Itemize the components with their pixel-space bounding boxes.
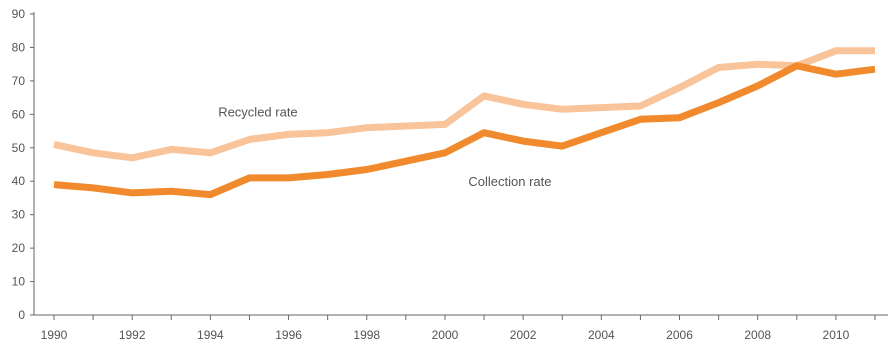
x-tick-label: 2002 bbox=[510, 328, 537, 342]
x-tick-label: 2008 bbox=[744, 328, 771, 342]
x-tick-label: 2010 bbox=[823, 328, 850, 342]
x-tick-label: 2000 bbox=[432, 328, 459, 342]
x-tick-label: 1994 bbox=[197, 328, 224, 342]
x-tick-label: 1996 bbox=[275, 328, 302, 342]
x-tick-label: 1992 bbox=[119, 328, 146, 342]
series-label-recycled-rate: Recycled rate bbox=[218, 105, 297, 120]
axes: 0 10 20 30 40 50 60 70 80 90 1990 1992 1994 1996 1998 2… bbox=[12, 7, 888, 342]
series-label-collection-rate: Collection rate bbox=[468, 174, 551, 189]
labels-layer: Recycled rate Collection rate bbox=[218, 105, 551, 190]
series-layer bbox=[53, 47, 876, 199]
y-tick-label: 0 bbox=[18, 308, 25, 322]
y-tick-label: 80 bbox=[12, 40, 26, 54]
y-tick-label: 60 bbox=[12, 107, 26, 121]
y-tick-label: 40 bbox=[12, 174, 26, 188]
x-tick-label: 2004 bbox=[588, 328, 615, 342]
x-tick-label: 2006 bbox=[666, 328, 693, 342]
y-tick-label: 70 bbox=[12, 74, 26, 88]
x-tick-label: 1998 bbox=[353, 328, 380, 342]
y-tick-label: 20 bbox=[12, 241, 26, 255]
series-line-recycled-rate bbox=[53, 47, 875, 162]
series-line-collection-rate bbox=[53, 62, 876, 199]
y-tick-label: 10 bbox=[12, 275, 26, 289]
x-tick-label: 1990 bbox=[41, 328, 68, 342]
y-tick-label: 50 bbox=[12, 141, 26, 155]
y-tick-label: 90 bbox=[12, 7, 26, 21]
y-tick-label: 30 bbox=[12, 208, 26, 222]
